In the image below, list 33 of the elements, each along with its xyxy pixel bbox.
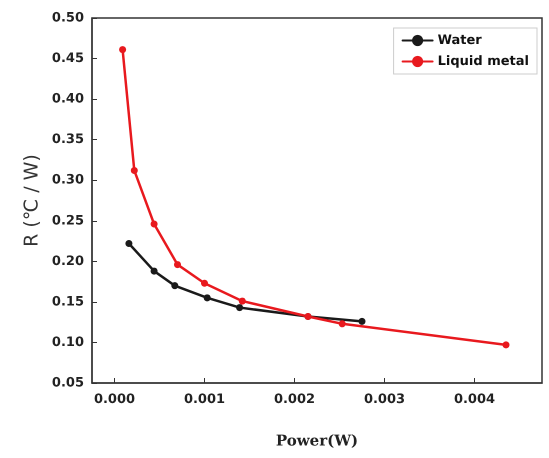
point [201,280,208,287]
legend-label: Water [438,33,482,48]
y-tick-label: 0.45 [52,51,84,66]
y-tick-label: 0.25 [52,213,84,228]
point [150,268,158,275]
y-tick-label: 0.35 [52,132,84,148]
y-tick-label: 0.05 [52,376,84,390]
x-tick-label: 0.002 [274,392,316,407]
y-tick-label: 0.10 [52,334,84,350]
point [119,46,126,54]
point [338,320,346,328]
y-tick-label: 0.30 [52,172,84,188]
y-tick-label: 0.15 [52,294,84,310]
point [236,304,244,312]
x-tick-label: 0.003 [364,392,406,407]
point [150,220,158,228]
x-axis-title: Power(W) [276,432,358,450]
point [238,298,246,305]
point [204,294,211,302]
y-axis-title: R (℃ / W) [20,154,43,247]
x-tick-label: 0.001 [184,392,226,407]
y-tick-label: 0.40 [52,92,84,107]
point [502,341,510,348]
point [171,282,178,290]
point [130,166,138,174]
point [174,261,181,268]
y-tick-label: 0.20 [52,254,84,269]
x-tick-label: 0.004 [454,392,496,407]
y-tick-label: 0.50 [52,10,84,26]
legend-label: Liquid metal [438,54,530,69]
x-tick-label: 0.000 [94,392,136,407]
point [125,240,132,247]
point [358,318,366,325]
